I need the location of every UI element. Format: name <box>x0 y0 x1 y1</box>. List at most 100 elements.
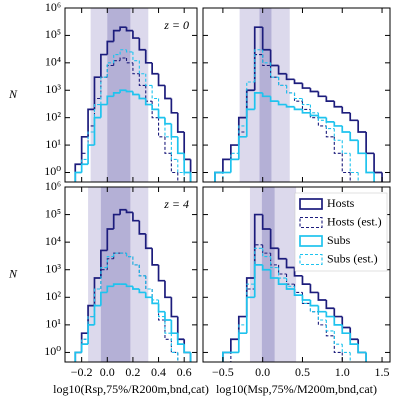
hist-step <box>349 153 359 174</box>
hist-step <box>293 92 303 100</box>
hist-step <box>317 112 327 121</box>
hist-step <box>157 264 165 282</box>
legend-label: Subs (est.) <box>327 251 378 265</box>
band <box>259 8 272 182</box>
y-tick-label: 10¹ <box>45 137 61 151</box>
hist-step <box>125 209 133 214</box>
hist-step <box>177 159 185 174</box>
hist-step <box>285 73 295 81</box>
hist-step <box>341 106 351 114</box>
hist-step <box>106 258 114 270</box>
hist-step <box>357 344 367 354</box>
hist-step <box>119 89 127 93</box>
hist-step <box>333 136 343 154</box>
hist-step <box>189 352 192 362</box>
hist-step <box>132 51 140 62</box>
hist-step <box>293 267 303 277</box>
hist-step <box>262 248 271 258</box>
hist-step <box>325 324 335 337</box>
hist-step <box>113 54 121 63</box>
x-tick-label: 0.0 <box>100 365 115 379</box>
hist-step <box>164 117 172 138</box>
y-tick-label: 10⁴ <box>45 234 61 248</box>
hist-step <box>125 49 133 53</box>
hist-step <box>151 248 159 266</box>
hist-step <box>151 85 159 100</box>
hist-step <box>164 85 172 100</box>
hist-step <box>93 104 101 132</box>
y-tick-label: 10³ <box>45 261 61 275</box>
hist-step <box>286 278 295 287</box>
hist-step <box>333 128 343 141</box>
hist-step <box>189 172 192 182</box>
hist-step <box>269 96 279 103</box>
hist-step <box>176 112 185 133</box>
hist-step <box>357 339 367 354</box>
hist-step <box>125 27 133 32</box>
hist-step <box>87 316 95 340</box>
hist-step <box>151 104 159 111</box>
hist-step <box>317 115 327 119</box>
hist-step <box>301 295 311 301</box>
hist-step <box>230 338 239 353</box>
hist-step <box>230 158 239 173</box>
hist-step <box>325 299 335 310</box>
x-tick-label: 0.5 <box>295 365 310 379</box>
hist-step <box>293 286 303 296</box>
hist-step <box>170 333 178 353</box>
hist-step <box>246 283 255 325</box>
hist-step <box>301 98 311 106</box>
y-tick-label: 10² <box>45 109 61 123</box>
hist-step <box>87 131 95 160</box>
hist-step <box>119 49 127 55</box>
hist-step <box>373 153 383 174</box>
hist-step <box>214 171 223 182</box>
hist-step <box>270 65 279 78</box>
hist-step <box>176 136 185 155</box>
y-tick-label: 10¹ <box>45 317 61 331</box>
hist-step <box>138 73 146 86</box>
band <box>100 187 131 362</box>
hist-step <box>145 73 153 86</box>
hist-step <box>365 352 367 362</box>
hist-step <box>270 253 279 266</box>
hist-step <box>113 60 121 66</box>
hist-step <box>138 220 146 235</box>
hist-step <box>164 280 172 299</box>
x-tick-label: 0.4 <box>151 365 166 379</box>
hist-step <box>230 152 239 173</box>
hist-step <box>341 153 351 174</box>
hist-step <box>301 295 311 304</box>
hist-step <box>112 92 121 97</box>
hist-step <box>309 299 319 307</box>
hist-step <box>119 26 127 31</box>
hist-step <box>293 92 303 102</box>
legend-swatch <box>299 253 323 266</box>
hist-step <box>138 60 146 75</box>
x-tick-label: 1.5 <box>375 365 390 379</box>
hist-step <box>132 212 140 222</box>
hist-step <box>309 109 319 119</box>
hist-step <box>357 140 367 155</box>
hist-step <box>262 244 271 254</box>
hist-step <box>317 91 327 98</box>
hist-step <box>125 253 133 258</box>
hist-step <box>132 91 140 96</box>
hist-step <box>317 311 327 326</box>
x-tick-label: 0.6 <box>177 365 192 379</box>
hist-step <box>222 158 231 173</box>
hist-step <box>158 98 165 119</box>
hist-step <box>164 316 172 334</box>
hist-step <box>132 256 140 266</box>
hist-step <box>317 117 327 127</box>
hist-step <box>237 315 247 340</box>
hist-step <box>106 285 114 293</box>
hist-step <box>119 57 127 61</box>
hist-step <box>170 98 178 114</box>
hist-step <box>112 283 121 287</box>
hist-step <box>164 311 172 321</box>
hist-step <box>125 284 133 288</box>
hist-step <box>261 214 271 230</box>
axes-frame <box>64 7 198 183</box>
y-tick-label: 10⁵ <box>45 27 61 41</box>
